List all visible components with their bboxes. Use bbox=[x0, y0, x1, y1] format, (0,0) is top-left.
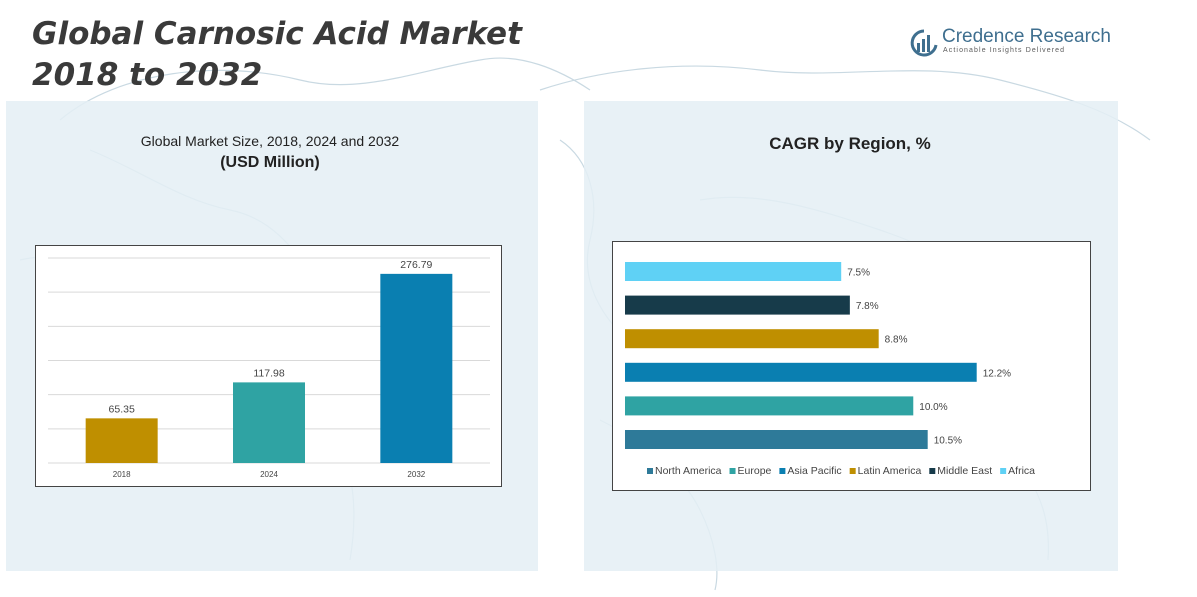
bar-africa bbox=[625, 262, 842, 281]
page-title-line1: Global Carnosic Acid Market bbox=[32, 16, 522, 52]
data-label-europe: 10.0% bbox=[919, 402, 947, 413]
logo-name: Credence Research bbox=[942, 26, 1111, 47]
credence-research-logo: Credence Research Actionable Insights De… bbox=[910, 26, 1111, 62]
x-tick-label-2032: 2032 bbox=[407, 470, 425, 479]
data-label-2032: 276.79 bbox=[400, 259, 432, 271]
legend-swatch-middle-east bbox=[929, 468, 936, 474]
legend-swatch-europe bbox=[729, 468, 736, 474]
data-label-2024: 117.98 bbox=[253, 367, 284, 379]
legend-label-asia-pacific: Asia Pacific bbox=[787, 465, 841, 477]
x-tick-label-2024: 2024 bbox=[260, 470, 278, 479]
x-tick-label-2018: 2018 bbox=[113, 470, 131, 479]
page-title: Global Carnosic Acid Market 2018 to 2032 bbox=[32, 14, 522, 96]
page-title-line2: 2018 to 2032 bbox=[32, 57, 263, 93]
data-label-asia-pacific: 12.2% bbox=[983, 368, 1011, 379]
legend: North America Europe Asia Pacific Latin Ame… bbox=[647, 465, 1035, 477]
bar-asia-pacific bbox=[625, 362, 977, 382]
cagr-bar-chart: 10.5% 10.0% 12.2% 8.8% 7.8% 7.5% North America… bbox=[625, 262, 1035, 477]
bar-north-america bbox=[625, 430, 928, 449]
bar-middle-east bbox=[625, 295, 850, 315]
legend-swatch-north-america bbox=[647, 468, 653, 474]
logo-tagline: Actionable Insights Delivered bbox=[943, 47, 1066, 54]
bar-2032 bbox=[380, 273, 453, 463]
bar-latin-america bbox=[625, 329, 879, 349]
cagr-title: CAGR by Region, % bbox=[769, 134, 931, 153]
bar-2024 bbox=[233, 382, 305, 463]
legend-swatch-asia-pacific bbox=[779, 468, 786, 474]
bar-2018 bbox=[85, 418, 158, 463]
bar-europe bbox=[625, 396, 914, 416]
legend-label-middle-east: Middle East bbox=[937, 465, 992, 477]
market-size-unit: (USD Million) bbox=[220, 154, 320, 171]
legend-swatch-africa bbox=[1000, 468, 1007, 474]
market-size-chart-frame: 65.35 2018 117.98 2024 276.79 2032 bbox=[35, 245, 502, 487]
market-size-bar-chart: 65.35 2018 117.98 2024 276.79 2032 bbox=[48, 257, 490, 479]
cagr-chart-frame: 10.5% 10.0% 12.2% 8.8% 7.8% 7.5% North America… bbox=[612, 241, 1091, 491]
legend-label-north-america: North America bbox=[655, 465, 722, 477]
logo-icon bbox=[910, 29, 938, 57]
legend-label-europe: Europe bbox=[738, 465, 772, 477]
data-label-africa: 7.5% bbox=[847, 268, 870, 279]
data-label-latin-america: 8.8% bbox=[885, 335, 908, 346]
legend-swatch-latin-america bbox=[849, 468, 856, 474]
data-label-middle-east: 7.8% bbox=[856, 301, 879, 312]
legend-label-africa: Africa bbox=[1008, 465, 1035, 477]
data-label-north-america: 10.5% bbox=[934, 436, 962, 447]
data-label-2018: 65.35 bbox=[109, 403, 135, 415]
market-size-title: Global Market Size, 2018, 2024 and 2032 bbox=[140, 133, 400, 149]
legend-label-latin-america: Latin America bbox=[858, 465, 922, 477]
